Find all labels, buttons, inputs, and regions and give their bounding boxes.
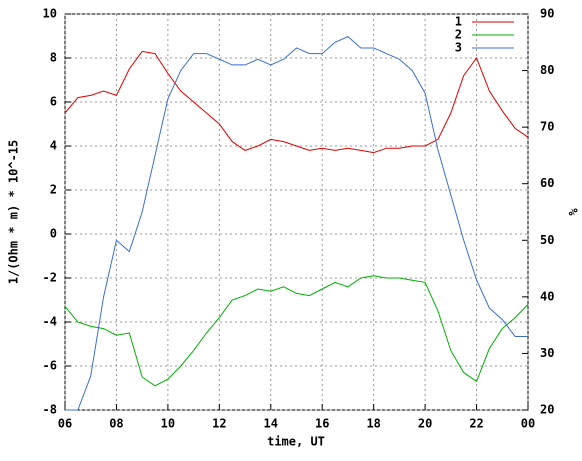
- legend-label: 3: [455, 41, 462, 55]
- y-tick-label: 10: [43, 7, 57, 21]
- data-line: [65, 36, 528, 411]
- x-tick-label: 14: [264, 417, 278, 431]
- y2-tick-label: 20: [540, 403, 554, 417]
- y2-axis-label: %: [567, 208, 581, 216]
- legend-label: 1: [455, 15, 462, 29]
- y-tick-label: -4: [43, 315, 57, 329]
- y-axis-label: 1/(Ohm * m) * 10^-15: [7, 140, 21, 285]
- x-tick-label: 12: [212, 417, 226, 431]
- y2-tick-label: 90: [540, 7, 554, 21]
- x-tick-label: 00: [521, 417, 535, 431]
- x-tick-label: 22: [469, 417, 483, 431]
- x-tick-label: 06: [58, 417, 72, 431]
- y-tick-label: -2: [43, 271, 57, 285]
- y-tick-label: -8: [43, 403, 57, 417]
- x-tick-label: 18: [366, 417, 380, 431]
- y-tick-label: -6: [43, 359, 57, 373]
- y2-tick-label: 40: [540, 289, 554, 303]
- y-tick-label: 8: [50, 51, 57, 65]
- x-tick-label: 16: [315, 417, 329, 431]
- data-line: [64, 50, 529, 154]
- y-tick-label: 0: [50, 227, 57, 241]
- x-tick-label: 08: [109, 417, 123, 431]
- y2-tick-label: 70: [540, 120, 554, 134]
- y2-tick-label: 50: [540, 233, 554, 247]
- y2-tick-label: 80: [540, 63, 554, 77]
- y-tick-label: 6: [50, 95, 57, 109]
- y2-tick-label: 60: [540, 176, 554, 190]
- y-tick-label: 4: [50, 139, 57, 153]
- legend-label: 2: [455, 28, 462, 42]
- x-tick-label: 20: [418, 417, 432, 431]
- x-axis-label: time, UT: [267, 435, 325, 449]
- y-tick-label: 2: [50, 183, 57, 197]
- x-tick-label: 10: [161, 417, 175, 431]
- y2-tick-label: 30: [540, 346, 554, 360]
- data-line: [64, 275, 529, 387]
